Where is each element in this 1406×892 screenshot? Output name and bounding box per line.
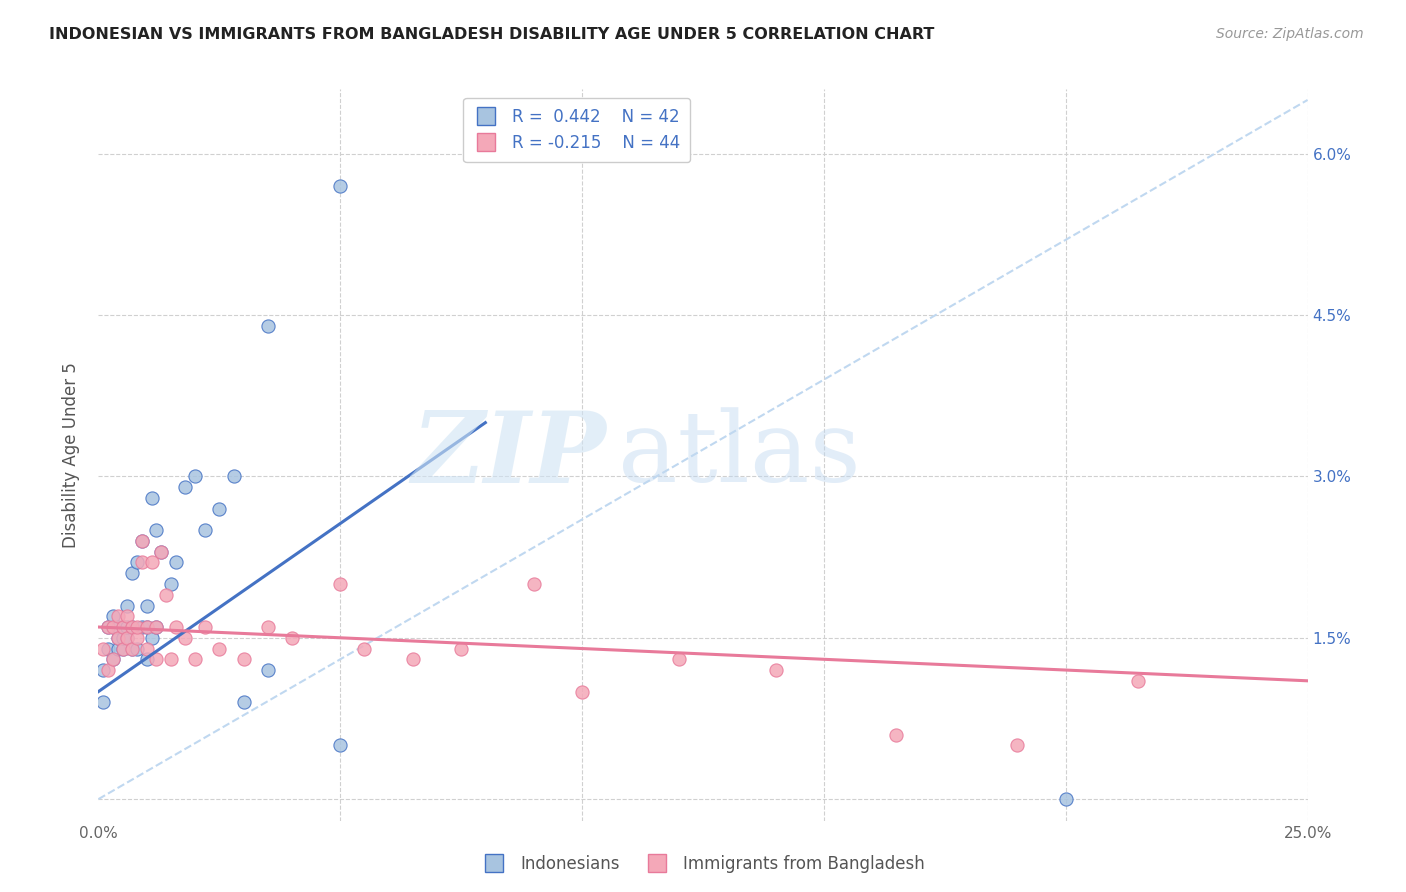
Point — [117, 599, 139, 613]
Text: atlas: atlas — [619, 407, 860, 503]
Point — [145, 620, 167, 634]
Point — [1054, 792, 1077, 806]
Legend: Indonesians, Immigrants from Bangladesh: Indonesians, Immigrants from Bangladesh — [475, 848, 931, 880]
Point — [174, 631, 197, 645]
Point — [256, 318, 278, 333]
Point — [232, 695, 254, 709]
Point — [232, 652, 254, 666]
Point — [111, 631, 134, 645]
Point — [1128, 673, 1150, 688]
Point — [117, 609, 139, 624]
Point — [765, 663, 787, 677]
Point — [117, 620, 139, 634]
Point — [91, 663, 114, 677]
Point — [135, 620, 157, 634]
Point — [150, 545, 173, 559]
Point — [329, 577, 352, 591]
Point — [121, 641, 143, 656]
Point — [135, 641, 157, 656]
Point — [121, 566, 143, 581]
Point — [127, 631, 149, 645]
Point — [97, 620, 120, 634]
Point — [111, 620, 134, 634]
Point — [329, 179, 352, 194]
Point — [184, 469, 207, 483]
Point — [107, 620, 129, 634]
Point — [194, 523, 217, 537]
Point — [329, 739, 352, 753]
Point — [141, 556, 163, 570]
Point — [97, 641, 120, 656]
Point — [208, 501, 231, 516]
Point — [131, 533, 153, 548]
Point — [450, 641, 472, 656]
Point — [91, 641, 114, 656]
Point — [165, 620, 187, 634]
Point — [97, 663, 120, 677]
Point — [135, 652, 157, 666]
Point — [523, 577, 546, 591]
Point — [194, 620, 217, 634]
Point — [127, 641, 149, 656]
Point — [402, 652, 425, 666]
Point — [101, 620, 124, 634]
Point — [668, 652, 690, 666]
Point — [111, 641, 134, 656]
Point — [571, 684, 593, 698]
Text: ZIP: ZIP — [412, 407, 606, 503]
Point — [135, 620, 157, 634]
Point — [222, 469, 245, 483]
Point — [101, 609, 124, 624]
Point — [107, 641, 129, 656]
Point — [160, 577, 183, 591]
Point — [121, 620, 143, 634]
Y-axis label: Disability Age Under 5: Disability Age Under 5 — [62, 362, 80, 548]
Point — [131, 533, 153, 548]
Point — [141, 631, 163, 645]
Point — [155, 588, 177, 602]
Point — [117, 631, 139, 645]
Point — [101, 652, 124, 666]
Point — [141, 491, 163, 505]
Point — [135, 599, 157, 613]
Point — [145, 523, 167, 537]
Point — [145, 620, 167, 634]
Point — [886, 728, 908, 742]
Point — [131, 620, 153, 634]
Point — [184, 652, 207, 666]
Point — [101, 620, 124, 634]
Point — [121, 641, 143, 656]
Point — [97, 620, 120, 634]
Point — [121, 620, 143, 634]
Text: INDONESIAN VS IMMIGRANTS FROM BANGLADESH DISABILITY AGE UNDER 5 CORRELATION CHAR: INDONESIAN VS IMMIGRANTS FROM BANGLADESH… — [49, 27, 935, 42]
Point — [127, 556, 149, 570]
Text: Source: ZipAtlas.com: Source: ZipAtlas.com — [1216, 27, 1364, 41]
Point — [117, 631, 139, 645]
Point — [150, 545, 173, 559]
Point — [111, 620, 134, 634]
Point — [174, 480, 197, 494]
Point — [165, 556, 187, 570]
Point — [256, 620, 278, 634]
Legend: R =  0.442    N = 42, R = -0.215    N = 44: R = 0.442 N = 42, R = -0.215 N = 44 — [464, 97, 690, 161]
Point — [281, 631, 304, 645]
Point — [256, 663, 278, 677]
Point — [160, 652, 183, 666]
Point — [127, 620, 149, 634]
Point — [107, 631, 129, 645]
Point — [145, 652, 167, 666]
Point — [111, 641, 134, 656]
Point — [101, 652, 124, 666]
Point — [131, 556, 153, 570]
Point — [353, 641, 375, 656]
Point — [1007, 739, 1029, 753]
Point — [91, 695, 114, 709]
Point — [208, 641, 231, 656]
Point — [107, 609, 129, 624]
Point — [107, 631, 129, 645]
